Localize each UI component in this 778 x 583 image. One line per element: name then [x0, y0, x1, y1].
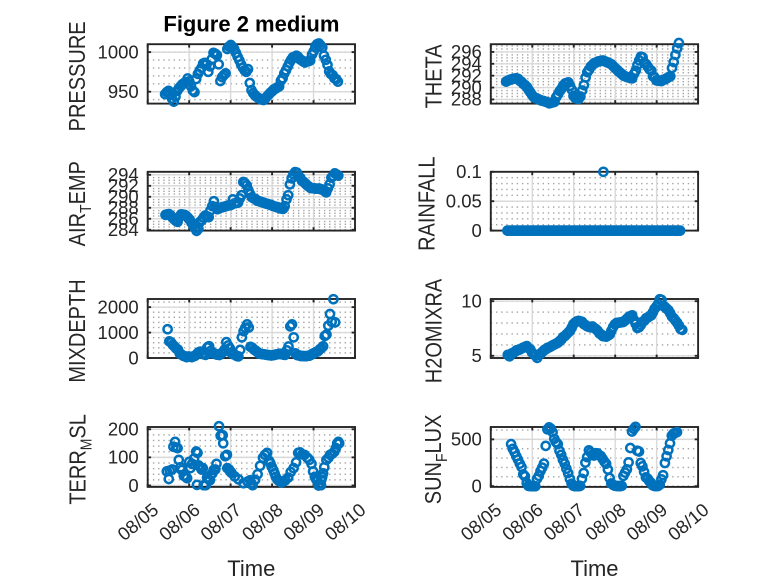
- svg-text:0.1: 0.1: [456, 161, 482, 182]
- svg-text:5: 5: [472, 345, 482, 366]
- svg-text:296: 296: [451, 41, 482, 62]
- svg-text:288: 288: [108, 197, 139, 218]
- svg-text:0: 0: [472, 476, 482, 497]
- svg-text:AIRTEMP: AIRTEMP: [64, 161, 95, 246]
- svg-text:294: 294: [108, 164, 139, 185]
- svg-text:1000: 1000: [98, 322, 139, 343]
- svg-text:292: 292: [451, 65, 482, 86]
- svg-text:292: 292: [108, 175, 139, 196]
- svg-text:284: 284: [108, 219, 139, 240]
- svg-text:288: 288: [451, 89, 482, 110]
- svg-text:2000: 2000: [98, 296, 139, 317]
- svg-text:200: 200: [108, 419, 139, 440]
- svg-text:0.05: 0.05: [446, 191, 482, 212]
- svg-text:MIXDEPTH: MIXDEPTH: [64, 279, 91, 382]
- svg-text:0: 0: [128, 475, 138, 496]
- svg-text:1000: 1000: [98, 41, 139, 62]
- svg-text:TERRMSL: TERRMSL: [64, 414, 95, 505]
- svg-text:PRESSURE: PRESSURE: [64, 21, 91, 131]
- svg-text:100: 100: [108, 447, 139, 468]
- svg-text:950: 950: [108, 81, 139, 102]
- svg-text:10: 10: [461, 291, 482, 312]
- svg-text:294: 294: [451, 53, 482, 74]
- svg-text:500: 500: [451, 429, 482, 450]
- svg-text:RAINFALL: RAINFALL: [413, 156, 440, 250]
- svg-text:Time: Time: [227, 556, 275, 581]
- svg-text:THETA: THETA: [420, 44, 447, 109]
- svg-text:286: 286: [108, 208, 139, 229]
- svg-text:0: 0: [472, 220, 482, 241]
- svg-text:0: 0: [128, 347, 138, 368]
- svg-text:H2OMIXRA: H2OMIXRA: [420, 278, 447, 383]
- svg-text:290: 290: [451, 77, 482, 98]
- svg-text:Figure 2 medium: Figure 2 medium: [163, 12, 339, 37]
- svg-text:Time: Time: [570, 556, 618, 581]
- svg-text:290: 290: [108, 186, 139, 207]
